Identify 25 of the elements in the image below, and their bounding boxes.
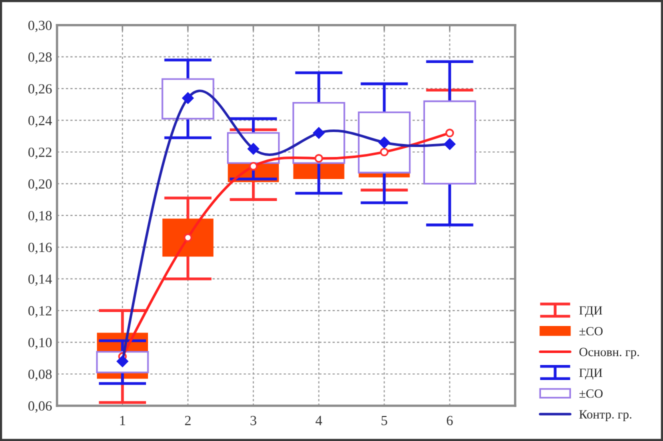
x-tick-label: 6 [446, 416, 453, 426]
y-tick-label: 0,18 [28, 211, 52, 222]
y-tick-label: 0,30 [28, 20, 52, 32]
y-tick-label: 0,12 [28, 306, 52, 318]
y-tick-label: 0,10 [28, 338, 52, 350]
legend-label: ±СО [579, 327, 603, 336]
legend-label: Контр. гр. [579, 410, 632, 422]
y-tick-label: 0,24 [28, 116, 52, 128]
y-tick-label: 0,26 [28, 84, 52, 96]
legend-label: ±СО [579, 389, 603, 398]
y-tick-label: 0,06 [28, 401, 52, 413]
x-tick-label: 2 [185, 416, 191, 426]
x-tick-label: 3 [250, 416, 256, 426]
x-tick-label: 4 [316, 416, 322, 426]
y-tick-label: 0,28 [28, 52, 52, 64]
y-tick-label: 0,14 [28, 274, 52, 286]
legend-label: ГДИ [579, 306, 602, 318]
x-tick-label: 5 [382, 416, 388, 426]
y-tick-label: 0,20 [28, 179, 52, 191]
x-tick-label: 1 [120, 416, 126, 426]
y-tick-label: 0,22 [28, 148, 52, 159]
y-tick-label: 0,16 [28, 242, 52, 254]
legend-label: Основн. гр. [579, 348, 639, 359]
legend-label: ГДИ [579, 368, 602, 380]
y-tick-label: 0,08 [28, 370, 52, 381]
